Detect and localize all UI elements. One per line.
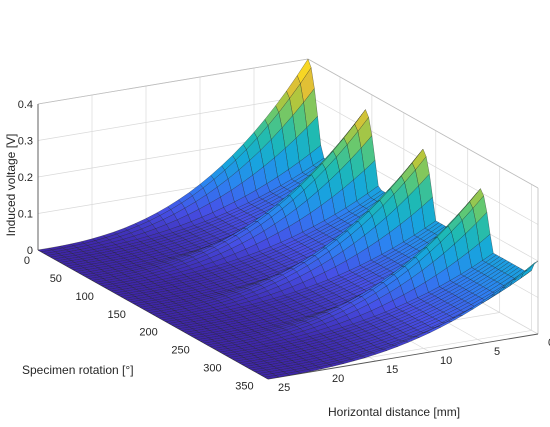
surface-patch <box>264 375 280 380</box>
x-tick-label: 50 <box>50 273 62 285</box>
y-tick-label: 20 <box>332 373 344 385</box>
z-tick-label: 0.1 <box>18 209 33 221</box>
y-tick-label: 15 <box>386 364 398 376</box>
x-tick-label: 200 <box>139 327 157 339</box>
x-tick-label: 150 <box>107 309 125 321</box>
y-tick-label: 25 <box>278 382 290 394</box>
x-tick-label: 100 <box>76 291 94 303</box>
x-tick-label: 350 <box>235 380 253 392</box>
x-tick-label: 0 <box>24 255 30 267</box>
z-tick-label: 0.2 <box>18 172 33 184</box>
z-gridline <box>37 95 309 141</box>
y-tick-label: 5 <box>494 346 500 358</box>
tick-labels: 0 0.1 0.2 0.3 0.4 0 50 100 150 200 250 300 350 0 5 10 15… <box>18 99 550 394</box>
z-tick-label: 0 <box>27 245 33 257</box>
y-tick-label: 10 <box>440 355 452 367</box>
y-tick-label: 0 <box>548 337 550 349</box>
z-axis-label: Induced voltage [V] <box>4 134 18 237</box>
axis-edge <box>37 58 309 105</box>
x-tick-label: 250 <box>171 345 189 357</box>
axis-edge <box>307 58 539 189</box>
z-tick-label: 0.3 <box>18 136 33 148</box>
x-axis-label: Specimen rotation [°] <box>22 363 134 377</box>
surface <box>37 58 539 380</box>
z-tick-label: 0.4 <box>18 99 33 111</box>
y-axis-line <box>267 333 539 380</box>
x-tick-label: 300 <box>203 363 221 375</box>
y-axis-label: Horizontal distance [mm] <box>328 405 460 419</box>
